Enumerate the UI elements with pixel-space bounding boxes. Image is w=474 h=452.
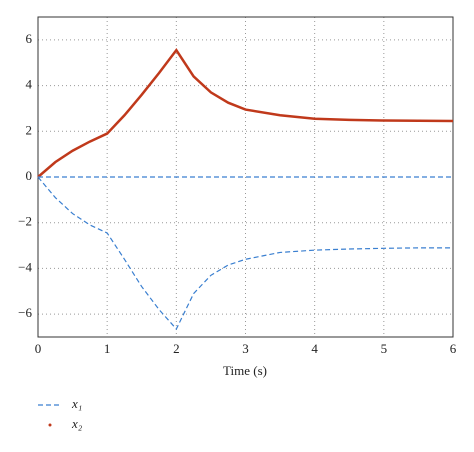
x-tick-label: 6 [450, 341, 457, 356]
y-tick-label: 6 [26, 31, 33, 46]
y-tick-label: 2 [26, 122, 33, 137]
x-tick-label: 0 [35, 341, 42, 356]
data-line [37, 176, 453, 331]
legend-label: x₂ [71, 416, 83, 431]
data-line [37, 47, 454, 178]
y-tick-label: −6 [18, 305, 32, 320]
legend-marker [48, 423, 52, 427]
legend-label: x₁ [71, 396, 82, 411]
x-tick-label: 2 [173, 341, 180, 356]
y-tick-label: 0 [26, 168, 33, 183]
y-tick-label: 4 [26, 77, 33, 92]
x-axis-label: Time (s) [223, 363, 267, 378]
x-tick-label: 1 [104, 341, 111, 356]
y-tick-label: −4 [18, 259, 32, 274]
y-tick-label: −2 [18, 214, 32, 229]
x-tick-label: 4 [311, 341, 318, 356]
x-tick-label: 3 [242, 341, 249, 356]
x-tick-label: 5 [381, 341, 388, 356]
